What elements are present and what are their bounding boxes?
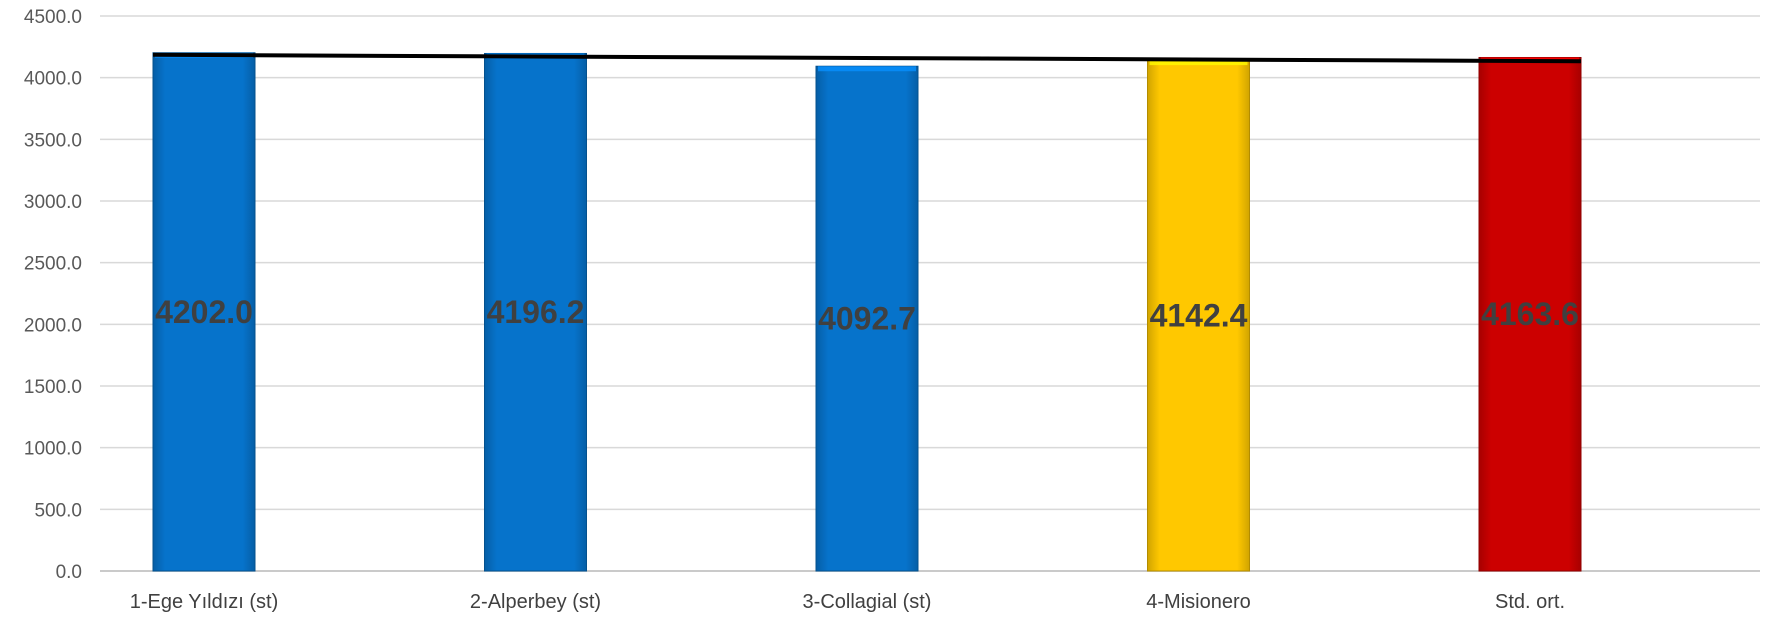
y-tick-label: 2500.0 (24, 254, 82, 275)
trendline (152, 52, 1582, 64)
bar (152, 52, 256, 572)
trendline-line (152, 52, 1582, 64)
y-tick-label: 2000.0 (24, 315, 82, 336)
data-label: 4142.4 (1150, 298, 1248, 334)
y-tick-label: 1500.0 (24, 377, 82, 398)
bar (815, 65, 919, 572)
y-tick-label: 3000.0 (24, 192, 82, 213)
data-label: 4163.6 (1481, 296, 1579, 332)
y-tick-label: 1000.0 (24, 439, 82, 460)
data-label: 4196.2 (487, 294, 585, 330)
y-axis: 0.0 500.0 1000.0 1500.0 2000.0 2500.0 3000.0 35… (24, 7, 82, 583)
y-tick-label: 500.0 (34, 500, 82, 521)
bar-highlight (818, 66, 916, 72)
x-tick-label: 2-Alperbey (st) (470, 591, 601, 613)
x-tick-label: 3-Collagial (st) (803, 591, 932, 613)
bar-highlight (1149, 60, 1248, 66)
gridlines (100, 15, 1760, 572)
data-label: 4092.7 (818, 301, 916, 337)
x-tick-label: Std. ort. (1495, 591, 1565, 613)
bar (484, 52, 587, 572)
x-tick-label: 4-Misionero (1146, 591, 1250, 613)
data-label: 4202.0 (155, 294, 253, 330)
y-tick-label: 4000.0 (24, 69, 82, 90)
data-labels: 4202.0 4196.2 4092.7 4142.4 4163.6 (155, 294, 1579, 337)
bar (1478, 56, 1582, 572)
x-axis: 1-Ege Yıldızı (st) 2-Alperbey (st) 3-Colla… (130, 591, 1565, 613)
y-tick-label: 4500.0 (24, 7, 82, 28)
bars (152, 52, 1582, 572)
y-tick-label: 3500.0 (24, 130, 82, 151)
y-tick-label: 0.0 (56, 562, 82, 583)
x-tick-label: 1-Ege Yıldızı (st) (130, 591, 279, 613)
